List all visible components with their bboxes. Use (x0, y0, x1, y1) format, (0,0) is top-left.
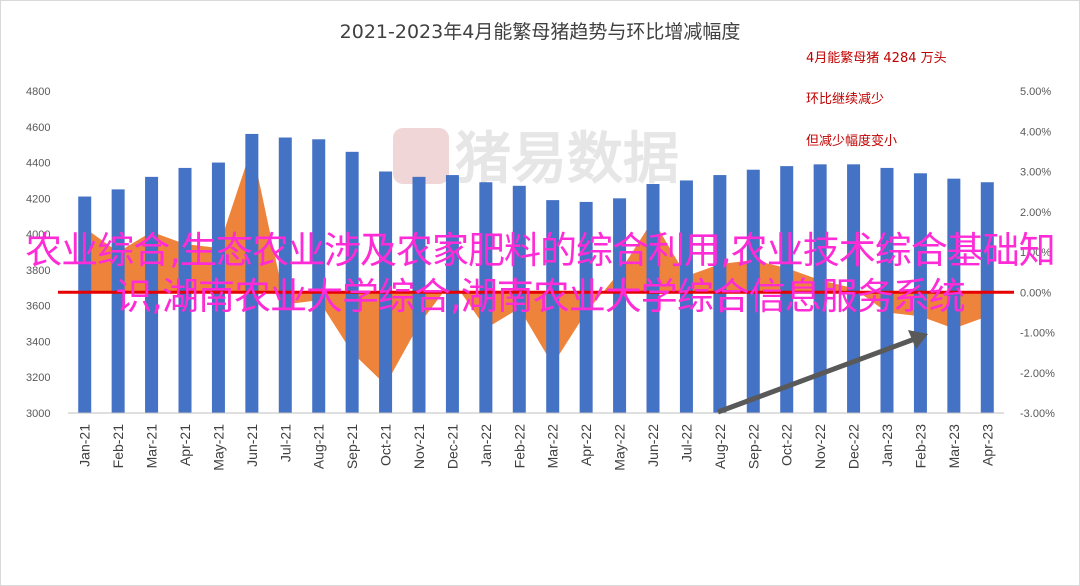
right-tick-label: 2.00% (1020, 207, 1051, 219)
axes (58, 290, 1014, 414)
bar-Jun-22 (646, 184, 660, 413)
right-tick-label: 1.00% (1020, 247, 1051, 259)
bar-Sep-21 (345, 151, 359, 414)
x-tick-label: Apr-21 (177, 424, 193, 466)
x-tick-label: Nov-21 (411, 424, 427, 469)
x-tick-label: Dec-21 (444, 424, 460, 469)
chart-title: 2021-2023年4月能繁母猪趋势与环比增减幅度 (340, 21, 741, 43)
left-tick-label: 3200 (26, 372, 50, 384)
watermark: 猪易数据 (393, 127, 679, 192)
bar-May-22 (613, 198, 627, 413)
bar-Feb-21 (111, 189, 125, 413)
right-tick-label: -3.00% (1020, 408, 1055, 420)
bar-Apr-22 (579, 201, 593, 413)
watermark-text: 猪易数据 (455, 127, 679, 192)
sows-bar-series (78, 133, 994, 414)
left-tick-label: 4000 (26, 229, 50, 241)
left-tick-label: 4800 (26, 86, 50, 98)
x-tick-label: Feb-22 (511, 424, 527, 469)
x-tick-label: May-22 (612, 424, 628, 471)
bar-Jan-21 (78, 196, 92, 413)
x-tick-label: Feb-23 (912, 424, 928, 469)
x-tick-label: Aug-21 (311, 424, 327, 469)
x-tick-label: May-21 (210, 424, 226, 471)
right-tick-label: 0.00% (1020, 287, 1051, 299)
x-tick-label: Jan-22 (478, 424, 494, 467)
bar-Feb-22 (512, 185, 526, 413)
x-tick-label: Mar-21 (144, 424, 160, 469)
bar-Mar-22 (546, 200, 560, 413)
left-tick-label: 3800 (26, 265, 50, 277)
change-area-series (84, 147, 988, 385)
x-tick-label: Jan-23 (879, 424, 895, 467)
right-tick-label: 5.00% (1020, 86, 1051, 98)
annotation-3: 但减少幅度变小 (806, 133, 897, 149)
x-tick-label: Dec-22 (846, 424, 862, 469)
left-tick-label: 3000 (26, 408, 50, 420)
right-tick-label: 3.00% (1020, 167, 1051, 179)
right-axis-ticks: 5.00% 4.00% 3.00% 2.00% 1.00% 0.00% -1.00% -2.0… (1020, 86, 1055, 420)
change-area (84, 147, 988, 385)
bar-Jan-22 (479, 182, 493, 413)
bar-Jul-22 (679, 180, 693, 413)
left-tick-label: 3400 (26, 336, 50, 348)
x-tick-label: Sep-21 (344, 424, 360, 469)
x-tick-label: Jun-21 (244, 424, 260, 467)
x-tick-label: Mar-23 (946, 424, 962, 469)
bar-Jun-21 (245, 133, 259, 413)
left-tick-label: 4200 (26, 193, 50, 205)
right-tick-label: -1.00% (1020, 328, 1055, 340)
overlay-caption: 农业综合,生态农业涉及农家肥料的综合利用,农业技术综合基础知识,湖南农业大学综合… (25, 229, 1056, 318)
x-tick-label: Aug-22 (712, 424, 728, 469)
x-tick-label: Jun-22 (645, 424, 661, 467)
x-tick-label: Jan-21 (77, 424, 93, 467)
bar-Aug-22 (713, 175, 727, 413)
bar-Jul-21 (278, 137, 292, 413)
x-tick-label: Nov-22 (812, 424, 828, 469)
bar-Nov-22 (813, 164, 827, 413)
trend-arrow-head (908, 330, 928, 349)
bar-Oct-22 (780, 166, 794, 413)
x-tick-label: Jul-22 (678, 424, 694, 462)
left-axis-ticks: 4800 4600 4400 4200 4000 3800 3600 3400 3200 3000 (26, 86, 50, 420)
left-tick-label: 3600 (26, 301, 50, 313)
x-tick-label: Apr-22 (578, 424, 594, 466)
right-tick-label: -2.00% (1020, 368, 1055, 380)
x-tick-label: Jul-21 (277, 424, 293, 462)
bar-Dec-22 (847, 164, 861, 413)
bar-Dec-21 (445, 175, 459, 413)
x-tick-label: Oct-22 (779, 424, 795, 466)
x-tick-label: Apr-23 (979, 424, 995, 466)
annotation-1: 4月能繁母猪 4284 万头 (806, 50, 947, 66)
x-tick-label: Mar-22 (545, 424, 561, 469)
bar-Nov-21 (412, 176, 426, 413)
left-tick-label: 4400 (26, 158, 50, 170)
bar-Apr-21 (178, 167, 192, 413)
right-tick-label: 4.00% (1020, 126, 1051, 138)
bar-Aug-21 (312, 139, 326, 414)
bar-May-21 (211, 162, 225, 413)
x-tick-label: Oct-21 (378, 424, 394, 466)
x-tick-label: Sep-22 (745, 424, 761, 469)
trend-arrow (717, 334, 921, 415)
bar-Mar-21 (145, 176, 159, 413)
watermark-logo-icon (393, 128, 449, 184)
bar-Apr-23 (980, 182, 994, 413)
x-axis-ticks: Jan-21 Feb-21 Mar-21 Apr-21 May-21 Jun-21 Jul-… (77, 424, 996, 471)
left-tick-label: 4600 (26, 122, 50, 134)
x-tick-label: Feb-21 (110, 424, 126, 469)
bar-Mar-23 (947, 178, 961, 413)
annotation-2: 环比继续减少 (806, 92, 884, 107)
